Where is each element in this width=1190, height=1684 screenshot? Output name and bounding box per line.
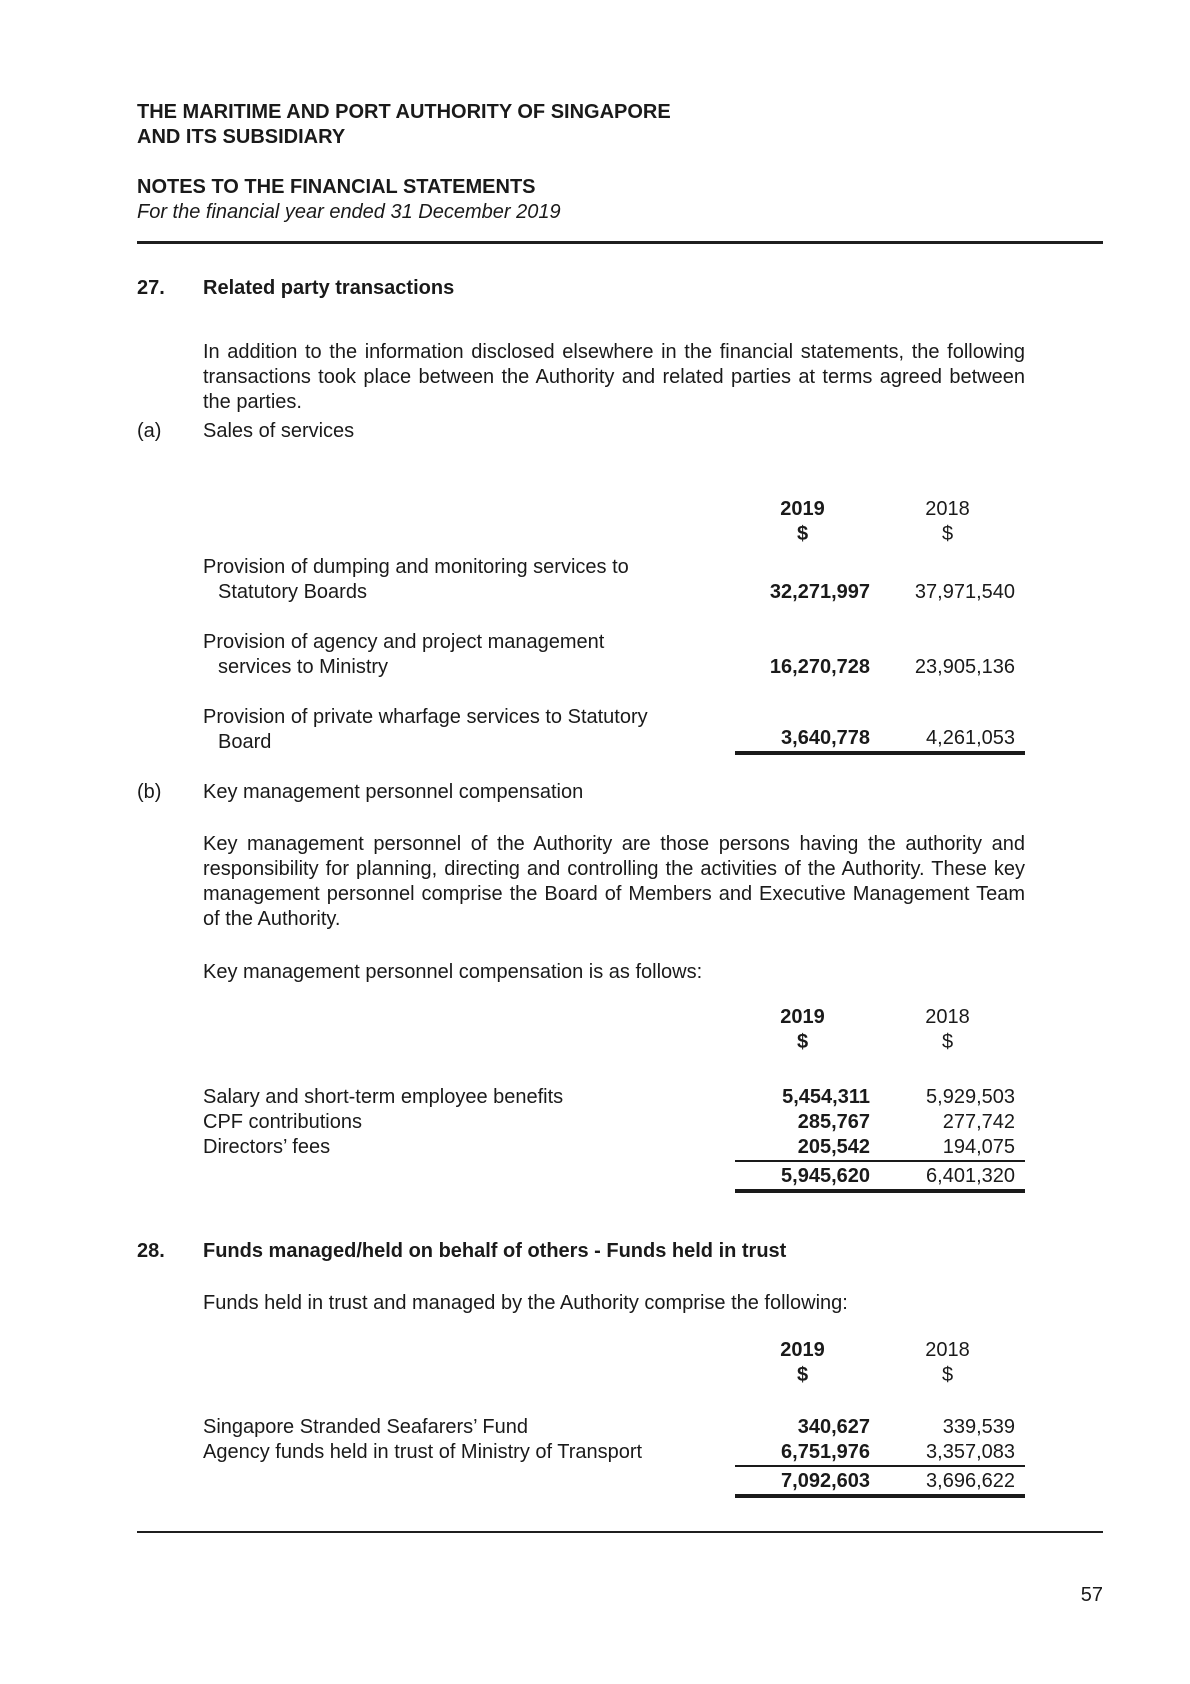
funds-table: 2019 $ 2018 $ Singapore Stranded Seafare… xyxy=(203,1338,1025,1498)
value-2018: 4,261,053 xyxy=(880,726,1025,755)
value-2018: 194,075 xyxy=(880,1135,1025,1162)
table-row: Provision of agency and project manageme… xyxy=(203,630,1025,680)
value-2018: 5,929,503 xyxy=(926,1086,1015,1108)
col-header-2019: 2019 xyxy=(780,1339,825,1361)
row-label: Agency funds held in trust of Ministry o… xyxy=(203,1441,643,1463)
row-label-cont: Statutory Boards xyxy=(218,581,367,603)
org-name-line1: THE MARITIME AND PORT AUTHORITY OF SINGA… xyxy=(137,101,671,123)
row-label: Directors’ fees xyxy=(203,1136,331,1158)
col-header-2018: 2018 xyxy=(925,1006,970,1028)
total-2019: 5,945,620 xyxy=(735,1164,880,1193)
table-total-row: 7,092,603 3,696,622 xyxy=(203,1469,1025,1498)
value-2019: 6,751,976 xyxy=(735,1440,880,1467)
total-2018: 6,401,320 xyxy=(880,1164,1025,1193)
value-2018: 339,539 xyxy=(942,1416,1015,1438)
header-rule xyxy=(137,241,1103,244)
row-label: Provision of agency and project manageme… xyxy=(203,631,605,653)
col-unit-2019: $ xyxy=(796,1364,809,1386)
subsection-a-label: (a) xyxy=(137,420,162,442)
document-title: NOTES TO THE FINANCIAL STATEMENTS xyxy=(137,176,536,198)
total-2018: 3,696,622 xyxy=(880,1469,1025,1498)
value-2019: 340,627 xyxy=(797,1416,870,1438)
page-number: 57 xyxy=(1080,1584,1103,1606)
subsection-b-label: (b) xyxy=(137,781,162,803)
col-header-2018: 2018 xyxy=(925,1339,970,1361)
table-row: Salary and short-term employee benefits … xyxy=(203,1085,1025,1110)
row-label-cont: services to Ministry xyxy=(218,656,389,678)
table-row: Singapore Stranded Seafarers’ Fund 340,6… xyxy=(203,1415,1025,1440)
paragraph-line: In addition to the information disclosed… xyxy=(203,341,1025,363)
section-27-number: 27. xyxy=(137,277,165,299)
col-header-2019: 2019 xyxy=(780,1006,825,1028)
value-2019: 3,640,778 xyxy=(735,726,880,755)
paragraph-line: transactions took place between the Auth… xyxy=(203,366,1025,388)
table-row: Provision of dumping and monitoring serv… xyxy=(203,555,1025,605)
table-row: Directors’ fees 205,542 194,075 xyxy=(203,1135,1025,1162)
section-28-title: Funds managed/held on behalf of others -… xyxy=(203,1240,787,1262)
document-title-block: NOTES TO THE FINANCIAL STATEMENTS For th… xyxy=(137,175,561,225)
subsection-a-heading: (a) Sales of services xyxy=(137,419,354,444)
row-label: Provision of private wharfage services t… xyxy=(203,706,648,728)
col-header-2019: 2019 xyxy=(780,498,825,520)
org-name-line2: AND ITS SUBSIDIARY xyxy=(137,126,346,148)
table-header-row: 2019 $ 2018 $ xyxy=(203,497,1025,547)
row-label: Provision of dumping and monitoring serv… xyxy=(203,556,629,578)
col-unit-2018: $ xyxy=(941,1031,954,1053)
paragraph-line: the parties. xyxy=(203,391,302,413)
key-management-paragraph: Key management personnel of the Authorit… xyxy=(203,832,1025,932)
section-27-heading: 27. Related party transactions xyxy=(137,276,454,301)
table-header-row: 2019 $ 2018 $ xyxy=(203,1338,1025,1388)
section-27-intro: In addition to the information disclosed… xyxy=(203,340,1025,415)
table-header-row: 2019 $ 2018 $ xyxy=(203,1005,1025,1055)
compensation-lead: Key management personnel compensation is… xyxy=(203,961,703,983)
row-label: Salary and short-term employee benefits xyxy=(203,1086,564,1108)
section-27-title: Related party transactions xyxy=(203,277,455,299)
col-unit-2018: $ xyxy=(941,523,954,545)
section-28-number: 28. xyxy=(137,1240,165,1262)
paragraph-line: management personnel comprise the Board … xyxy=(203,883,1025,905)
value-2019: 205,542 xyxy=(735,1135,880,1162)
col-unit-2019: $ xyxy=(796,523,809,545)
col-header-2018: 2018 xyxy=(925,498,970,520)
table-row: Provision of private wharfage services t… xyxy=(203,705,1025,755)
value-2018: 3,357,083 xyxy=(880,1440,1025,1467)
paragraph-line: Key management personnel of the Authorit… xyxy=(203,833,1025,855)
table-row: CPF contributions 285,767 277,742 xyxy=(203,1110,1025,1135)
row-label: Singapore Stranded Seafarers’ Fund xyxy=(203,1416,529,1438)
value-2018: 23,905,136 xyxy=(914,656,1015,678)
value-2019: 32,271,997 xyxy=(769,581,870,603)
subsection-a-title: Sales of services xyxy=(203,420,355,442)
document-period: For the financial year ended 31 December… xyxy=(137,201,561,223)
value-2018: 277,742 xyxy=(942,1111,1015,1133)
subsection-b-title: Key management personnel compensation xyxy=(203,781,584,803)
compensation-table: 2019 $ 2018 $ Salary and short-term empl… xyxy=(203,1005,1025,1193)
footer-rule xyxy=(137,1531,1103,1533)
org-name-block: THE MARITIME AND PORT AUTHORITY OF SINGA… xyxy=(137,100,671,150)
total-2019: 7,092,603 xyxy=(735,1469,880,1498)
value-2019: 285,767 xyxy=(797,1111,870,1133)
row-label-cont: Board xyxy=(218,731,272,753)
paragraph-line: of the Authority. xyxy=(203,908,341,930)
sales-of-services-table: 2019 $ 2018 $ Provision of dumping and m… xyxy=(203,497,1025,755)
table-row: Agency funds held in trust of Ministry o… xyxy=(203,1440,1025,1467)
value-2018: 37,971,540 xyxy=(914,581,1015,603)
funds-lead: Funds held in trust and managed by the A… xyxy=(203,1292,848,1314)
row-label: CPF contributions xyxy=(203,1111,362,1133)
table-total-row: 5,945,620 6,401,320 xyxy=(203,1164,1025,1193)
value-2019: 5,454,311 xyxy=(782,1086,870,1108)
col-unit-2018: $ xyxy=(941,1364,954,1386)
section-28-heading: 28. Funds managed/held on behalf of othe… xyxy=(137,1239,786,1264)
subsection-b-heading: (b) Key management personnel compensatio… xyxy=(137,780,583,805)
col-unit-2019: $ xyxy=(796,1031,809,1053)
value-2019: 16,270,728 xyxy=(769,656,870,678)
paragraph-line: responsibility for planning, directing a… xyxy=(203,858,1025,880)
